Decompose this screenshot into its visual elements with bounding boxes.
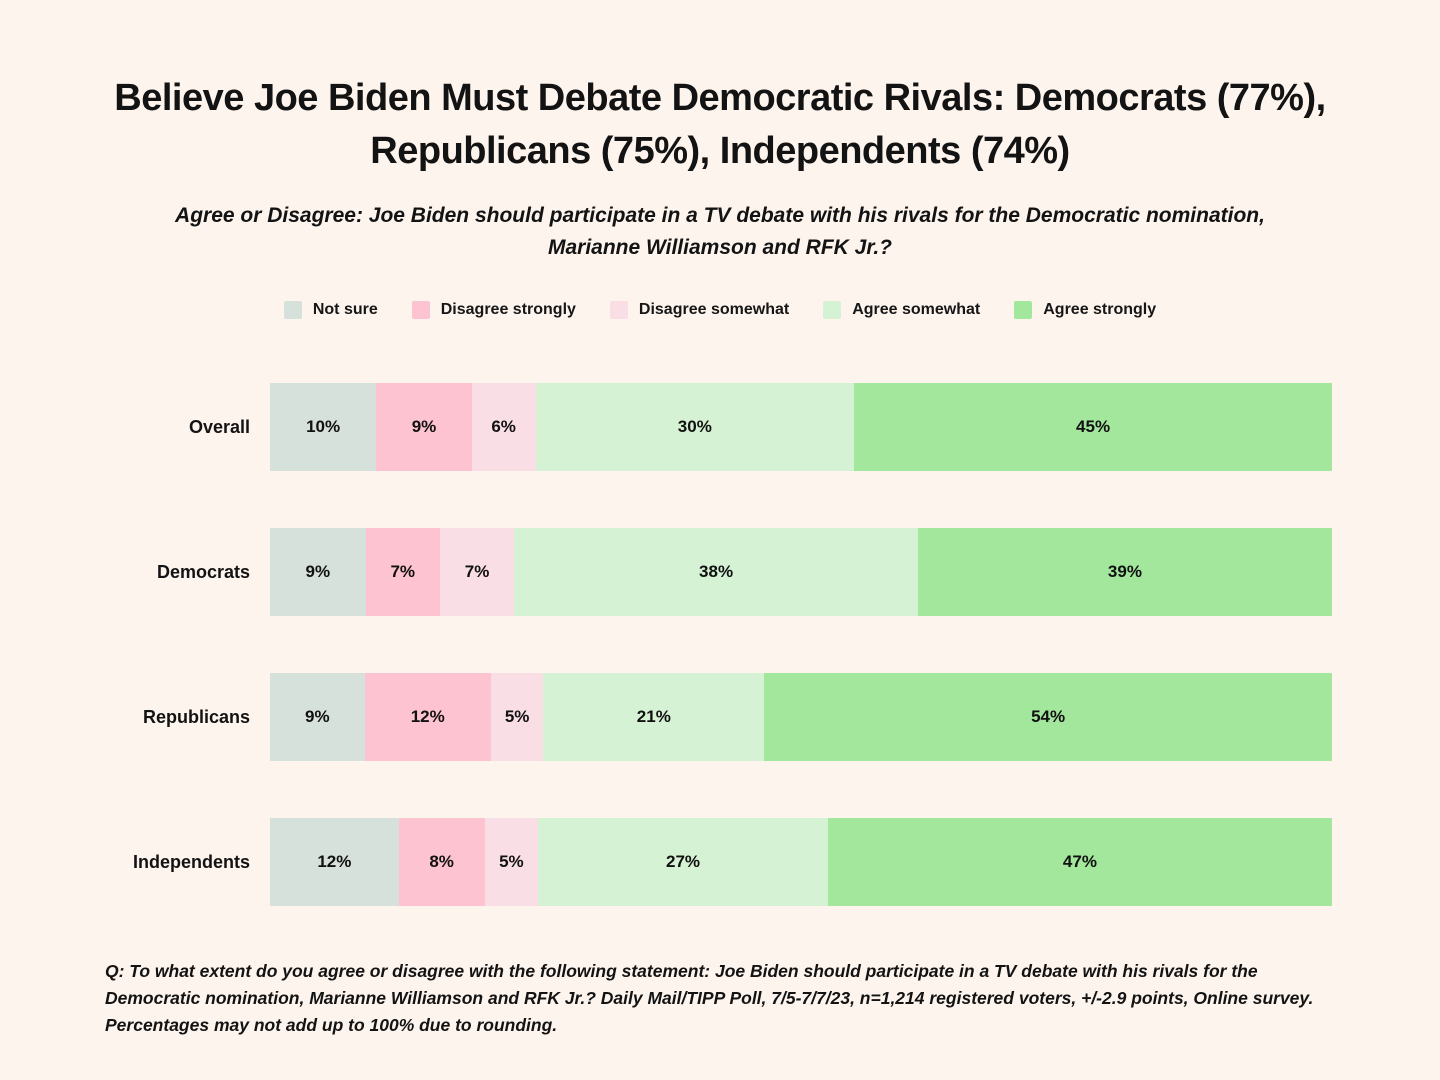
chart-title: Believe Joe Biden Must Debate Democratic… [114, 77, 1326, 173]
legend-swatch-icon [823, 301, 842, 320]
segment-value: 7% [390, 562, 416, 582]
bar-segment: 8% [398, 818, 485, 907]
bar-segment: 9% [376, 383, 472, 472]
legend-item: Disagree somewhat [609, 301, 790, 320]
legend-item: Agree somewhat [823, 301, 981, 320]
bar-segment: 47% [827, 818, 1333, 907]
segment-value: 5% [504, 707, 530, 727]
row-label: Overall [188, 416, 250, 437]
stacked-bar: 12% 8% 5% 27% 47% [270, 818, 1333, 907]
legend-swatch-icon [1014, 301, 1033, 320]
bar-segment: 30% [535, 383, 855, 472]
bar-segment: 27% [538, 818, 828, 907]
segment-value: 7% [464, 562, 490, 582]
segment-value: 38% [699, 562, 734, 582]
legend-swatch-icon [609, 301, 628, 320]
legend-label: Not sure [312, 301, 378, 319]
segment-value: 54% [1031, 707, 1066, 727]
bar-segment: 45% [854, 383, 1332, 472]
segment-value: 21% [636, 707, 671, 727]
segment-value: 47% [1062, 852, 1097, 872]
bar-row: Democrats 9% 7% 7% 38% 39% [108, 528, 1333, 617]
legend-item: Disagree strongly [411, 301, 576, 320]
bar-segment: 5% [490, 673, 544, 762]
segment-value: 39% [1107, 562, 1142, 582]
segment-value: 45% [1076, 417, 1111, 437]
segment-value: 12% [410, 707, 445, 727]
segment-value: 6% [491, 417, 516, 437]
bar-segment: 7% [439, 528, 515, 617]
bar-segment: 10% [270, 383, 377, 472]
bar-row: Overall 10% 9% 6% 30% 45% [108, 383, 1332, 472]
segment-value: 5% [499, 852, 524, 872]
bar-segment: 9% [270, 528, 366, 617]
legend-label: Agree strongly [1043, 301, 1157, 319]
bar-row: Republicans 9% 12% 5% 21% 54% [108, 673, 1332, 762]
segment-value: 9% [305, 562, 331, 582]
bar-segment: 9% [270, 673, 365, 762]
bar-row: Independents 12% 8% 5% 27% 47% [108, 818, 1333, 907]
row-label: Democrats [156, 561, 250, 582]
legend-item: Not sure [283, 301, 378, 320]
bar-segment: 5% [484, 818, 539, 907]
segment-value: 27% [665, 852, 701, 872]
segment-value: 10% [306, 417, 341, 437]
legend-swatch-icon [411, 301, 430, 320]
bar-segment: 12% [270, 818, 399, 907]
stacked-bar: 9% 12% 5% 21% 54% [270, 673, 1332, 762]
legend-label: Disagree somewhat [638, 301, 790, 319]
bar-segment: 7% [365, 528, 440, 617]
chart-footnote: Q: To what extent do you agree or disagr… [105, 961, 1314, 1035]
bar-segment: 39% [917, 528, 1333, 617]
stacked-bar: 9% 7% 7% 38% 39% [270, 528, 1333, 617]
segment-value: 9% [411, 417, 437, 437]
bar-segment: 38% [514, 528, 918, 617]
chart-rows: Overall 10% 9% 6% 30% 45% Democrats 9% 7% 7% 38% 39… [108, 383, 1333, 907]
bar-segment: 6% [471, 383, 536, 472]
segment-value: 30% [677, 417, 712, 437]
segment-value: 8% [429, 852, 454, 872]
chart-legend: Not sure Disagree strongly Disagree somewh… [0, 301, 1440, 320]
bar-segment: 54% [764, 673, 1332, 762]
legend-item: Agree strongly [1014, 301, 1157, 320]
stacked-bar-chart: Overall 10% 9% 6% 30% 45% Democrats 9% 7% 7% 38% 39… [108, 383, 1333, 907]
row-label: Independents [132, 851, 250, 872]
row-label: Republicans [142, 706, 250, 727]
segment-value: 9% [305, 707, 330, 727]
stacked-bar: 10% 9% 6% 30% 45% [270, 383, 1332, 472]
chart-subtitle: Agree or Disagree: Joe Biden should part… [175, 204, 1265, 259]
legend-swatch-icon [283, 301, 302, 320]
legend-label: Disagree strongly [440, 301, 576, 319]
bar-segment: 21% [543, 673, 765, 762]
bar-segment: 12% [364, 673, 491, 762]
segment-value: 12% [317, 852, 352, 872]
legend-label: Agree somewhat [852, 301, 981, 319]
